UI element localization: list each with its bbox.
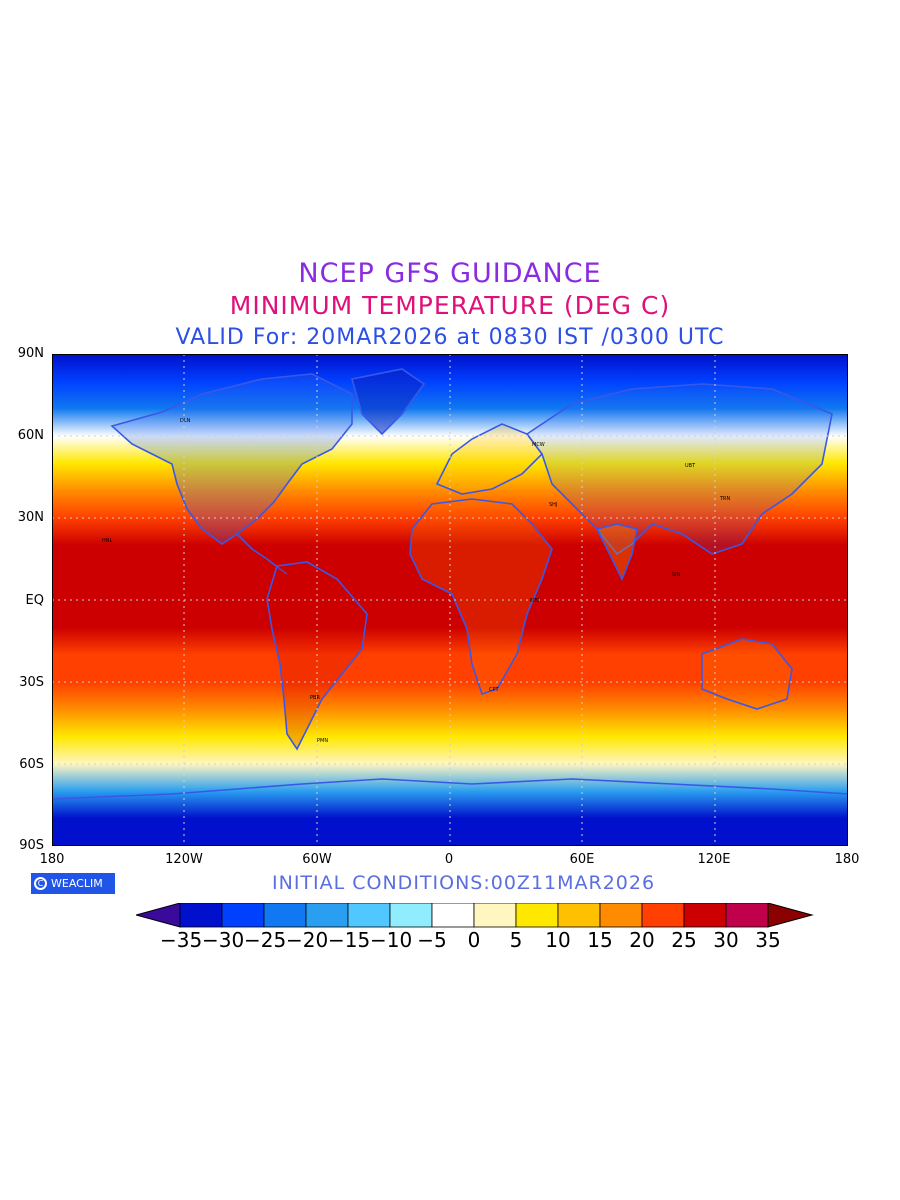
antarctica-outline [52,778,848,800]
colorbar-cells [136,903,814,928]
asia-outline [525,383,833,556]
lon-label-180w: 180 [39,852,65,867]
map-subtitle: MINIMUM TEMPERATURE (DEG C) [229,291,671,320]
colorbar-cell [179,903,223,928]
africa-outline [409,498,553,696]
lat-label-60n: 60N [17,428,44,443]
initial-conditions: INITIAL CONDITIONS:00Z11MAR2026 [272,872,656,894]
colorbar [136,903,814,928]
colorbar-label: −35 [160,928,203,952]
station-hnl: HNL [102,538,113,544]
colorbar-label: 5 [509,928,523,952]
station-pmn: PMN [317,738,328,744]
lon-label-60e: 60E [569,852,595,867]
colorbar-cell [305,903,349,928]
colorbar-label: −25 [244,928,287,952]
lon-label-120w: 120W [165,852,203,867]
lat-label-eq: EQ [25,593,44,608]
central-america-outline [236,533,288,575]
logo-text: WEACLIM [51,877,103,890]
colorbar-label: −30 [202,928,245,952]
colorbar-cell [221,903,265,928]
colorbar-cell [725,903,769,928]
colorbar-label: 15 [587,928,613,952]
colorbar-label: 20 [629,928,655,952]
station-labels: DLN HNL PMN MCW UBT SHJ TRN SIN CPT MBI … [102,418,731,744]
colorbar-label: −5 [417,928,447,952]
colorbar-label: −10 [370,928,413,952]
colorbar-label: 0 [467,928,481,952]
india-outline [595,523,638,581]
station-shj: SHJ [549,502,557,508]
map-title: NCEP GFS GUIDANCE [298,258,602,289]
lat-label-90s: 90S [19,838,44,853]
lon-label-180e: 180 [834,852,860,867]
station-ubt: UBT [685,463,696,469]
lat-label-30s: 30S [19,675,44,690]
colorbar-label: −15 [328,928,371,952]
colorbar-cell [347,903,391,928]
valid-time: VALID For: 20MAR2026 at 0830 IST /0300 U… [175,325,725,350]
station-trn: TRN [719,496,731,502]
colorbar-label: 35 [755,928,781,952]
station-mcw: MCW [532,442,545,448]
colorbar-cell [515,903,559,928]
colorbar-cell [683,903,727,928]
station-cpt: CPT [489,687,500,693]
colorbar-label: 30 [713,928,739,952]
greenland-outline [350,368,426,436]
colorbar-labels: −35 −30 −25 −20 −15 −10 −5 0 5 10 15 20 25 30 35 [0,928,900,954]
weaclim-logo: C WEACLIM [31,873,115,894]
australia-outline [701,638,793,710]
north-america-outline [110,373,353,545]
lat-label-90n: 90N [17,346,44,361]
station-pbr: PBR [310,695,320,701]
colorbar-label: 25 [671,928,697,952]
graticule [52,354,848,846]
colorbar-arrow-right [767,903,814,928]
map-frame [52,354,848,846]
coastlines [52,368,848,800]
colorbar-label: −20 [286,928,329,952]
colorbar-arrow-left [136,903,181,928]
colorbar-label: 10 [545,928,571,952]
colorbar-cell [389,903,433,928]
colorbar-cell [263,903,307,928]
lat-label-60s: 60S [19,757,44,772]
temperature-map: DLN HNL PMN MCW UBT SHJ TRN SIN CPT MBI … [52,354,848,846]
colorbar-cell [641,903,685,928]
lat-label-30n: 30N [17,510,44,525]
colorbar-cell [431,903,475,928]
colorbar-cell [473,903,517,928]
copyright-icon: C [34,877,47,890]
station-mbi: MBI [530,598,539,604]
station-sin: SIN [672,572,681,578]
lon-label-120e: 120E [697,852,731,867]
lon-label-60w: 60W [302,852,332,867]
lon-label-0: 0 [444,852,454,867]
colorbar-cell [557,903,601,928]
station-dln: DLN [180,418,191,424]
colorbar-cell [599,903,643,928]
